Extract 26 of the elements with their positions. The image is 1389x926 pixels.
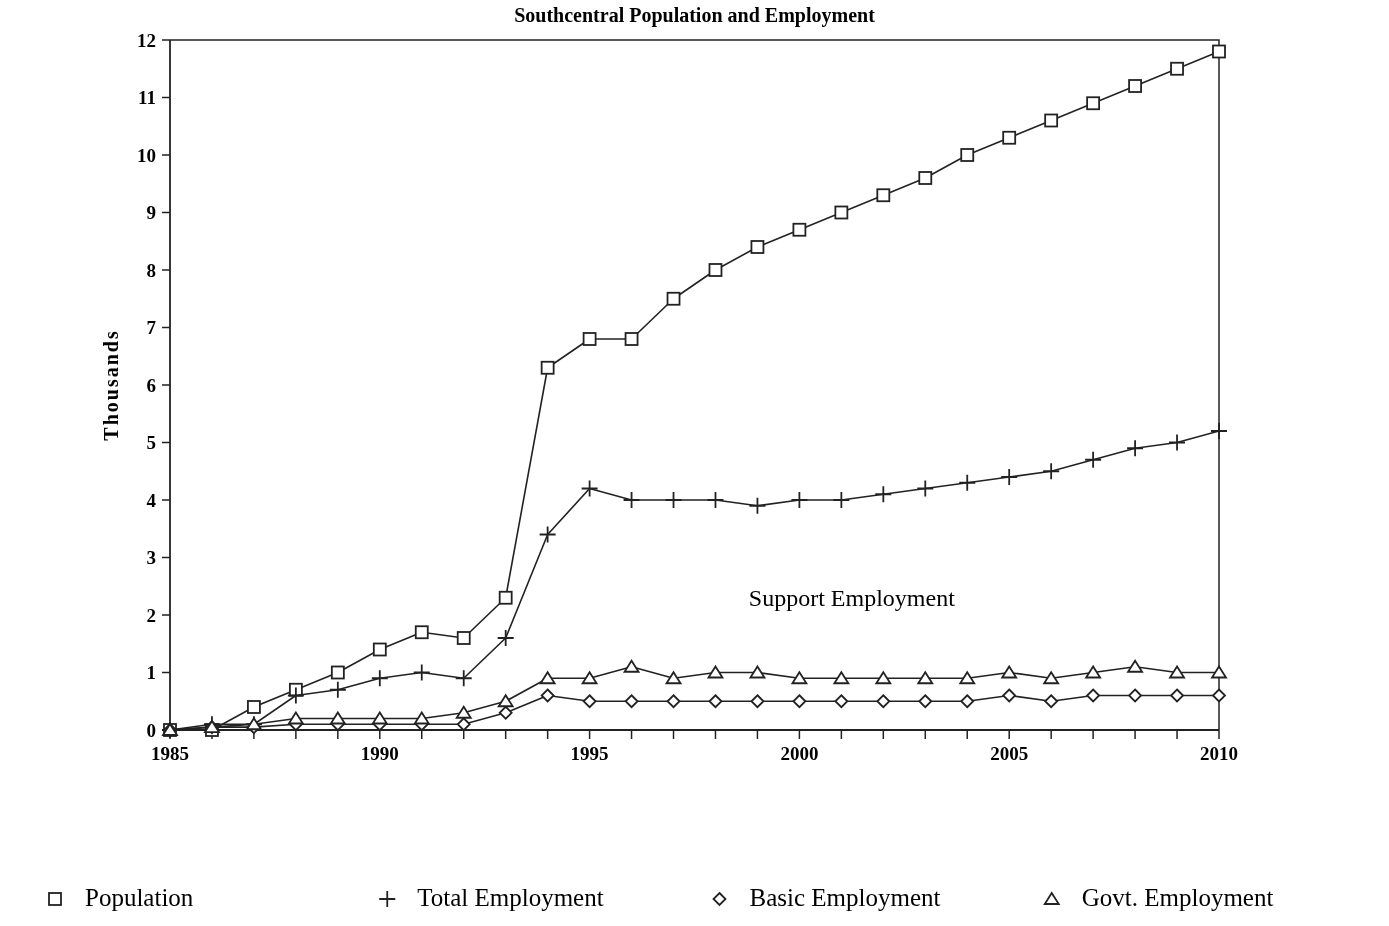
legend-label: Govt. Employment bbox=[1081, 884, 1274, 911]
x-tick-label: 1995 bbox=[570, 743, 609, 764]
y-tick-label: 0 bbox=[146, 719, 156, 741]
y-tick-label: 7 bbox=[146, 317, 157, 339]
y-tick-label: 11 bbox=[138, 87, 156, 109]
legend-label: Basic Employment bbox=[749, 884, 941, 911]
y-axis-title: Thousands bbox=[100, 329, 122, 441]
legend-label: Total Employment bbox=[417, 884, 604, 911]
y-tick-label: 10 bbox=[137, 144, 156, 166]
y-tick-label: 12 bbox=[137, 29, 156, 51]
x-tick-label: 1990 bbox=[360, 743, 399, 764]
y-tick-label: 8 bbox=[146, 259, 156, 281]
x-tick-label: 2005 bbox=[990, 743, 1029, 764]
legend-label: Population bbox=[85, 884, 194, 911]
x-tick-label: 2010 bbox=[1200, 743, 1238, 764]
x-tick-label: 2000 bbox=[780, 743, 819, 764]
x-tick-label: 1985 bbox=[151, 743, 189, 764]
y-tick-label: 9 bbox=[146, 202, 156, 224]
y-tick-label: 3 bbox=[146, 547, 156, 569]
y-tick-label: 5 bbox=[146, 432, 156, 454]
annotation: Support Employment bbox=[748, 584, 956, 611]
y-tick-label: 6 bbox=[146, 374, 156, 396]
chart-title: Southcentral Population and Employment bbox=[514, 4, 876, 27]
y-tick-label: 1 bbox=[146, 662, 156, 684]
y-tick-label: 2 bbox=[146, 604, 156, 626]
y-tick-label: 4 bbox=[146, 489, 157, 511]
